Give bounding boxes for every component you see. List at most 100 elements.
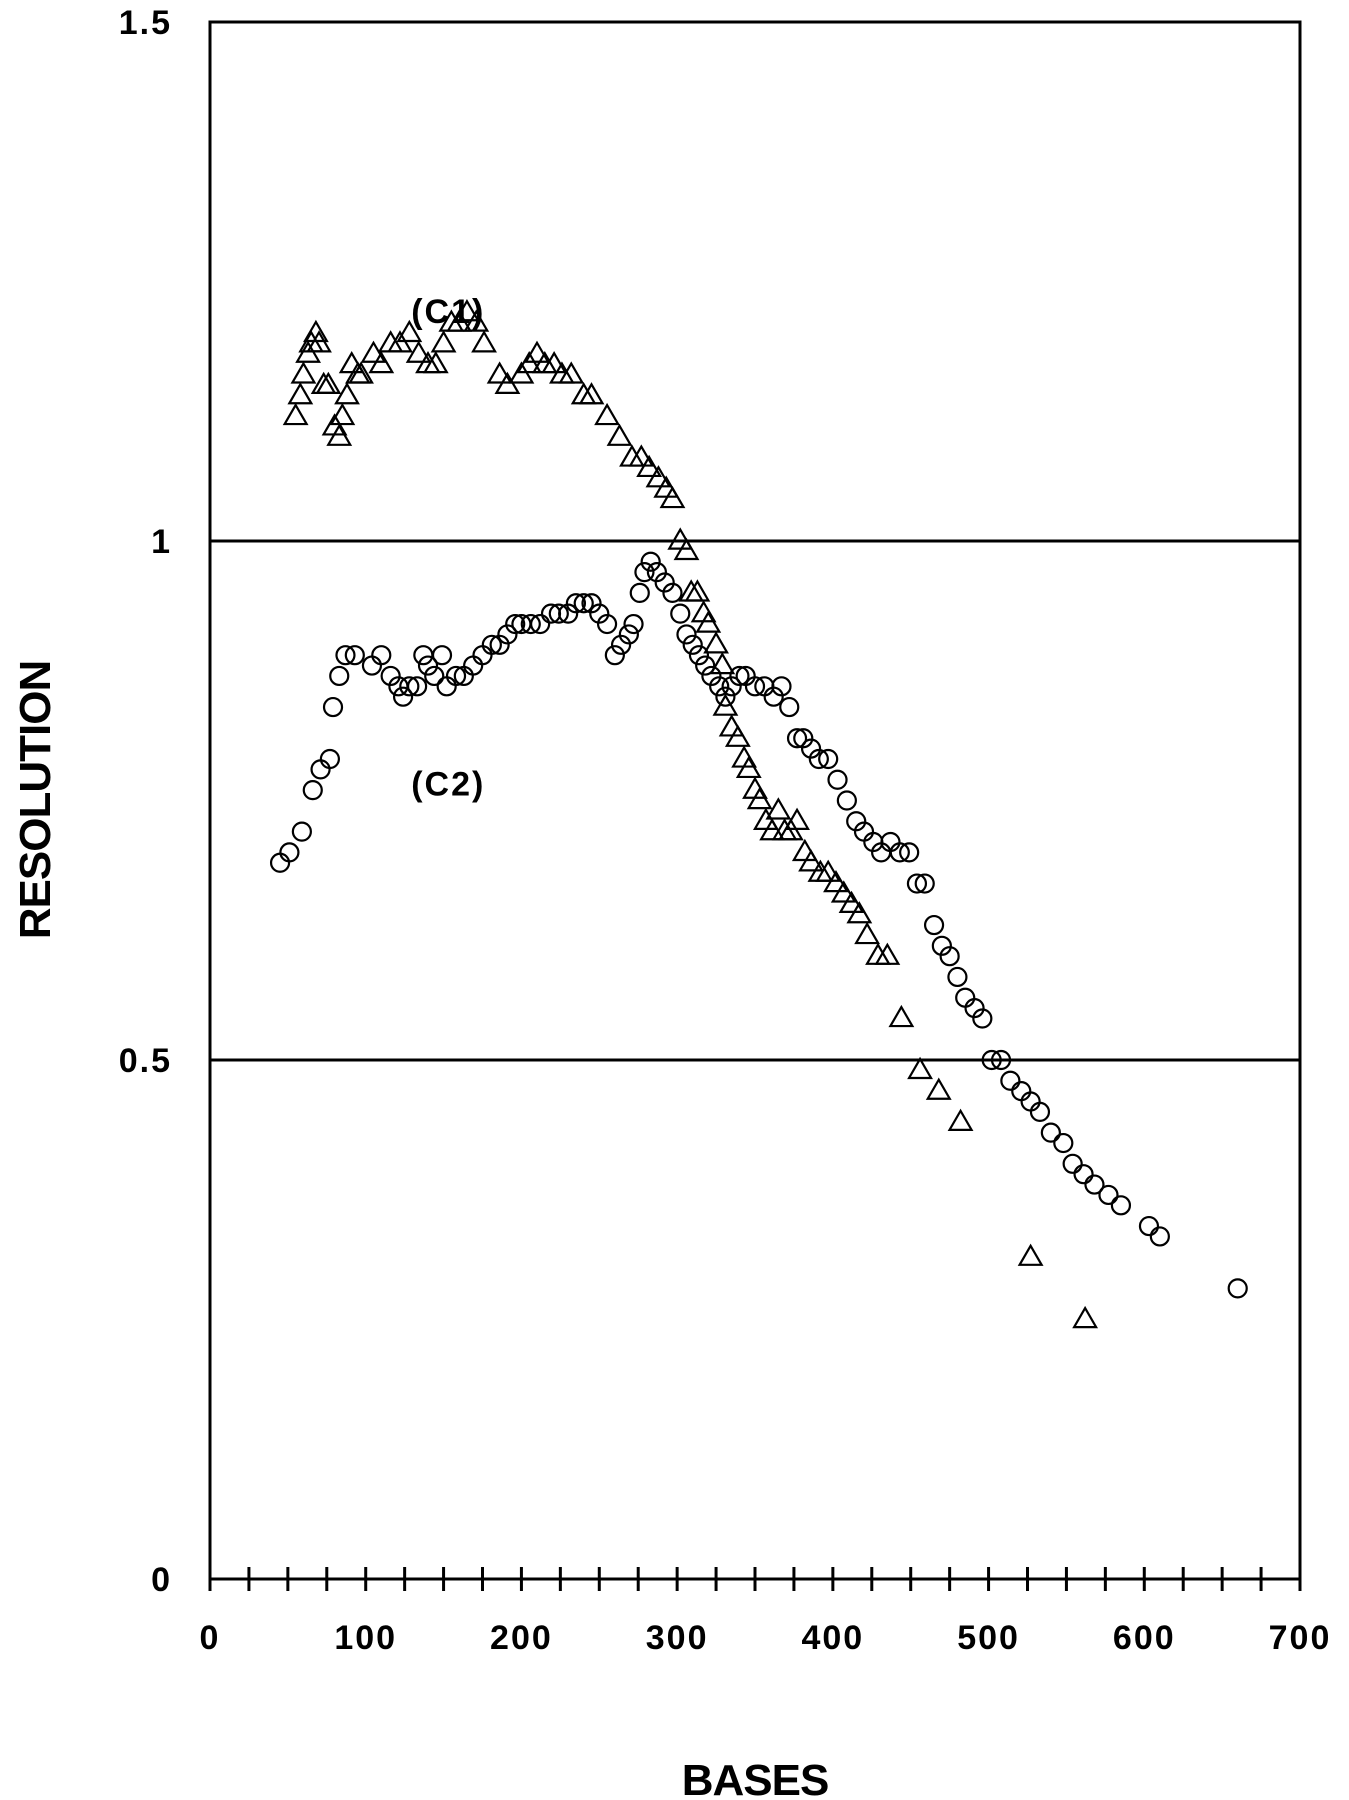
- triangle-point: [471, 330, 497, 353]
- circle-point: [939, 946, 960, 967]
- circle-point: [818, 748, 839, 770]
- circle-point: [800, 738, 822, 759]
- circle-point: [361, 655, 383, 676]
- circle-point: [981, 1049, 1002, 1071]
- circle-point: [676, 624, 697, 645]
- triangle-point: [830, 880, 857, 903]
- circle-point: [763, 686, 784, 707]
- circle-point: [914, 873, 935, 894]
- circle-point: [880, 831, 901, 853]
- triangle-point: [541, 350, 568, 374]
- triangle-point: [454, 299, 480, 322]
- reference-lines: [210, 539, 1300, 1062]
- circle-point: [923, 914, 945, 936]
- circle-point: [744, 676, 766, 697]
- circle-point: [1098, 1184, 1119, 1206]
- circle-point: [380, 665, 401, 687]
- circle-point: [610, 634, 632, 655]
- triangle-point: [558, 361, 585, 384]
- circle-point: [688, 645, 710, 666]
- triangle-series: [282, 299, 1099, 1329]
- y-tick-label: 1.5: [119, 4, 172, 42]
- triangle-point: [636, 454, 663, 478]
- triangle-point: [925, 1077, 952, 1100]
- circle-point: [955, 987, 976, 1008]
- triangle-point: [759, 818, 786, 841]
- triangle-point: [282, 402, 309, 426]
- circle-point: [279, 842, 300, 863]
- circle-point: [889, 842, 910, 863]
- triangle-point: [645, 465, 672, 488]
- triangle-point: [524, 340, 550, 363]
- circle-point: [1227, 1278, 1248, 1299]
- circle-point: [1053, 1132, 1074, 1154]
- y-axis-title: RESOLUTION: [11, 661, 60, 939]
- circle-point: [548, 603, 569, 624]
- circle-point: [302, 780, 323, 801]
- triangle-point: [290, 361, 317, 384]
- triangle-point: [463, 309, 490, 332]
- triangle-point: [709, 651, 736, 675]
- triangle-point: [578, 382, 605, 405]
- triangle-point: [798, 849, 824, 872]
- circle-point: [604, 645, 625, 666]
- triangle-point: [396, 319, 423, 343]
- triangle-point: [854, 921, 881, 945]
- triangle-point: [907, 1056, 933, 1080]
- circle-point: [497, 624, 518, 645]
- circle-point: [899, 842, 920, 863]
- triangle-point: [947, 1108, 974, 1131]
- triangle-point: [326, 423, 353, 446]
- triangle-point: [874, 942, 901, 965]
- triangle-point: [405, 340, 432, 363]
- circle-point: [709, 676, 730, 697]
- triangle-point: [684, 579, 711, 602]
- circle-point: [1084, 1174, 1105, 1195]
- circle-point: [1062, 1153, 1083, 1174]
- circle-point: [505, 613, 526, 635]
- x-tick-label: 200: [490, 1619, 553, 1657]
- triangle-point: [606, 423, 633, 446]
- x-tick-label: 400: [801, 1619, 864, 1657]
- circle-point: [407, 676, 428, 697]
- x-tick-label: 500: [957, 1619, 1020, 1657]
- series-annotation: (C2): [411, 765, 485, 803]
- circle-point: [463, 655, 484, 676]
- triangle-point: [746, 786, 773, 810]
- circle-point: [431, 645, 453, 666]
- circle-point: [682, 634, 703, 655]
- triangle-point: [368, 350, 395, 374]
- triangle-point: [287, 382, 314, 405]
- triangle-point: [315, 371, 342, 394]
- x-tick-label: 0: [200, 1619, 221, 1657]
- circle-point: [729, 665, 750, 687]
- triangle-point: [659, 485, 686, 509]
- y-axis: 0 0.5 1 1.5: [119, 4, 172, 1599]
- x-axis: 0 100 200 300 400 500 600 700: [200, 1567, 1332, 1657]
- triangle-point: [695, 610, 722, 633]
- circle-point: [1011, 1081, 1032, 1102]
- circle-point: [662, 582, 683, 604]
- triangle-point: [302, 319, 329, 343]
- x-axis-title: BASES: [682, 1756, 829, 1800]
- circle-point: [581, 593, 602, 614]
- circle-point: [827, 769, 848, 790]
- circle-point: [634, 562, 655, 583]
- circle-point: [530, 613, 551, 635]
- triangle-point: [703, 631, 729, 654]
- x-tick-label: 700: [1269, 1619, 1332, 1657]
- triangle-point: [306, 330, 332, 353]
- circle-point: [786, 728, 808, 749]
- circle-point: [793, 728, 814, 749]
- circle-point: [715, 686, 736, 707]
- circle-point: [779, 696, 800, 718]
- circle-point: [489, 634, 510, 655]
- circle-point: [558, 603, 579, 624]
- circle-series: [269, 551, 1248, 1299]
- circle-point: [344, 645, 365, 666]
- circle-point: [771, 676, 792, 697]
- circle-point: [1149, 1226, 1170, 1247]
- circle-point: [589, 603, 610, 624]
- triangle-point: [791, 838, 818, 862]
